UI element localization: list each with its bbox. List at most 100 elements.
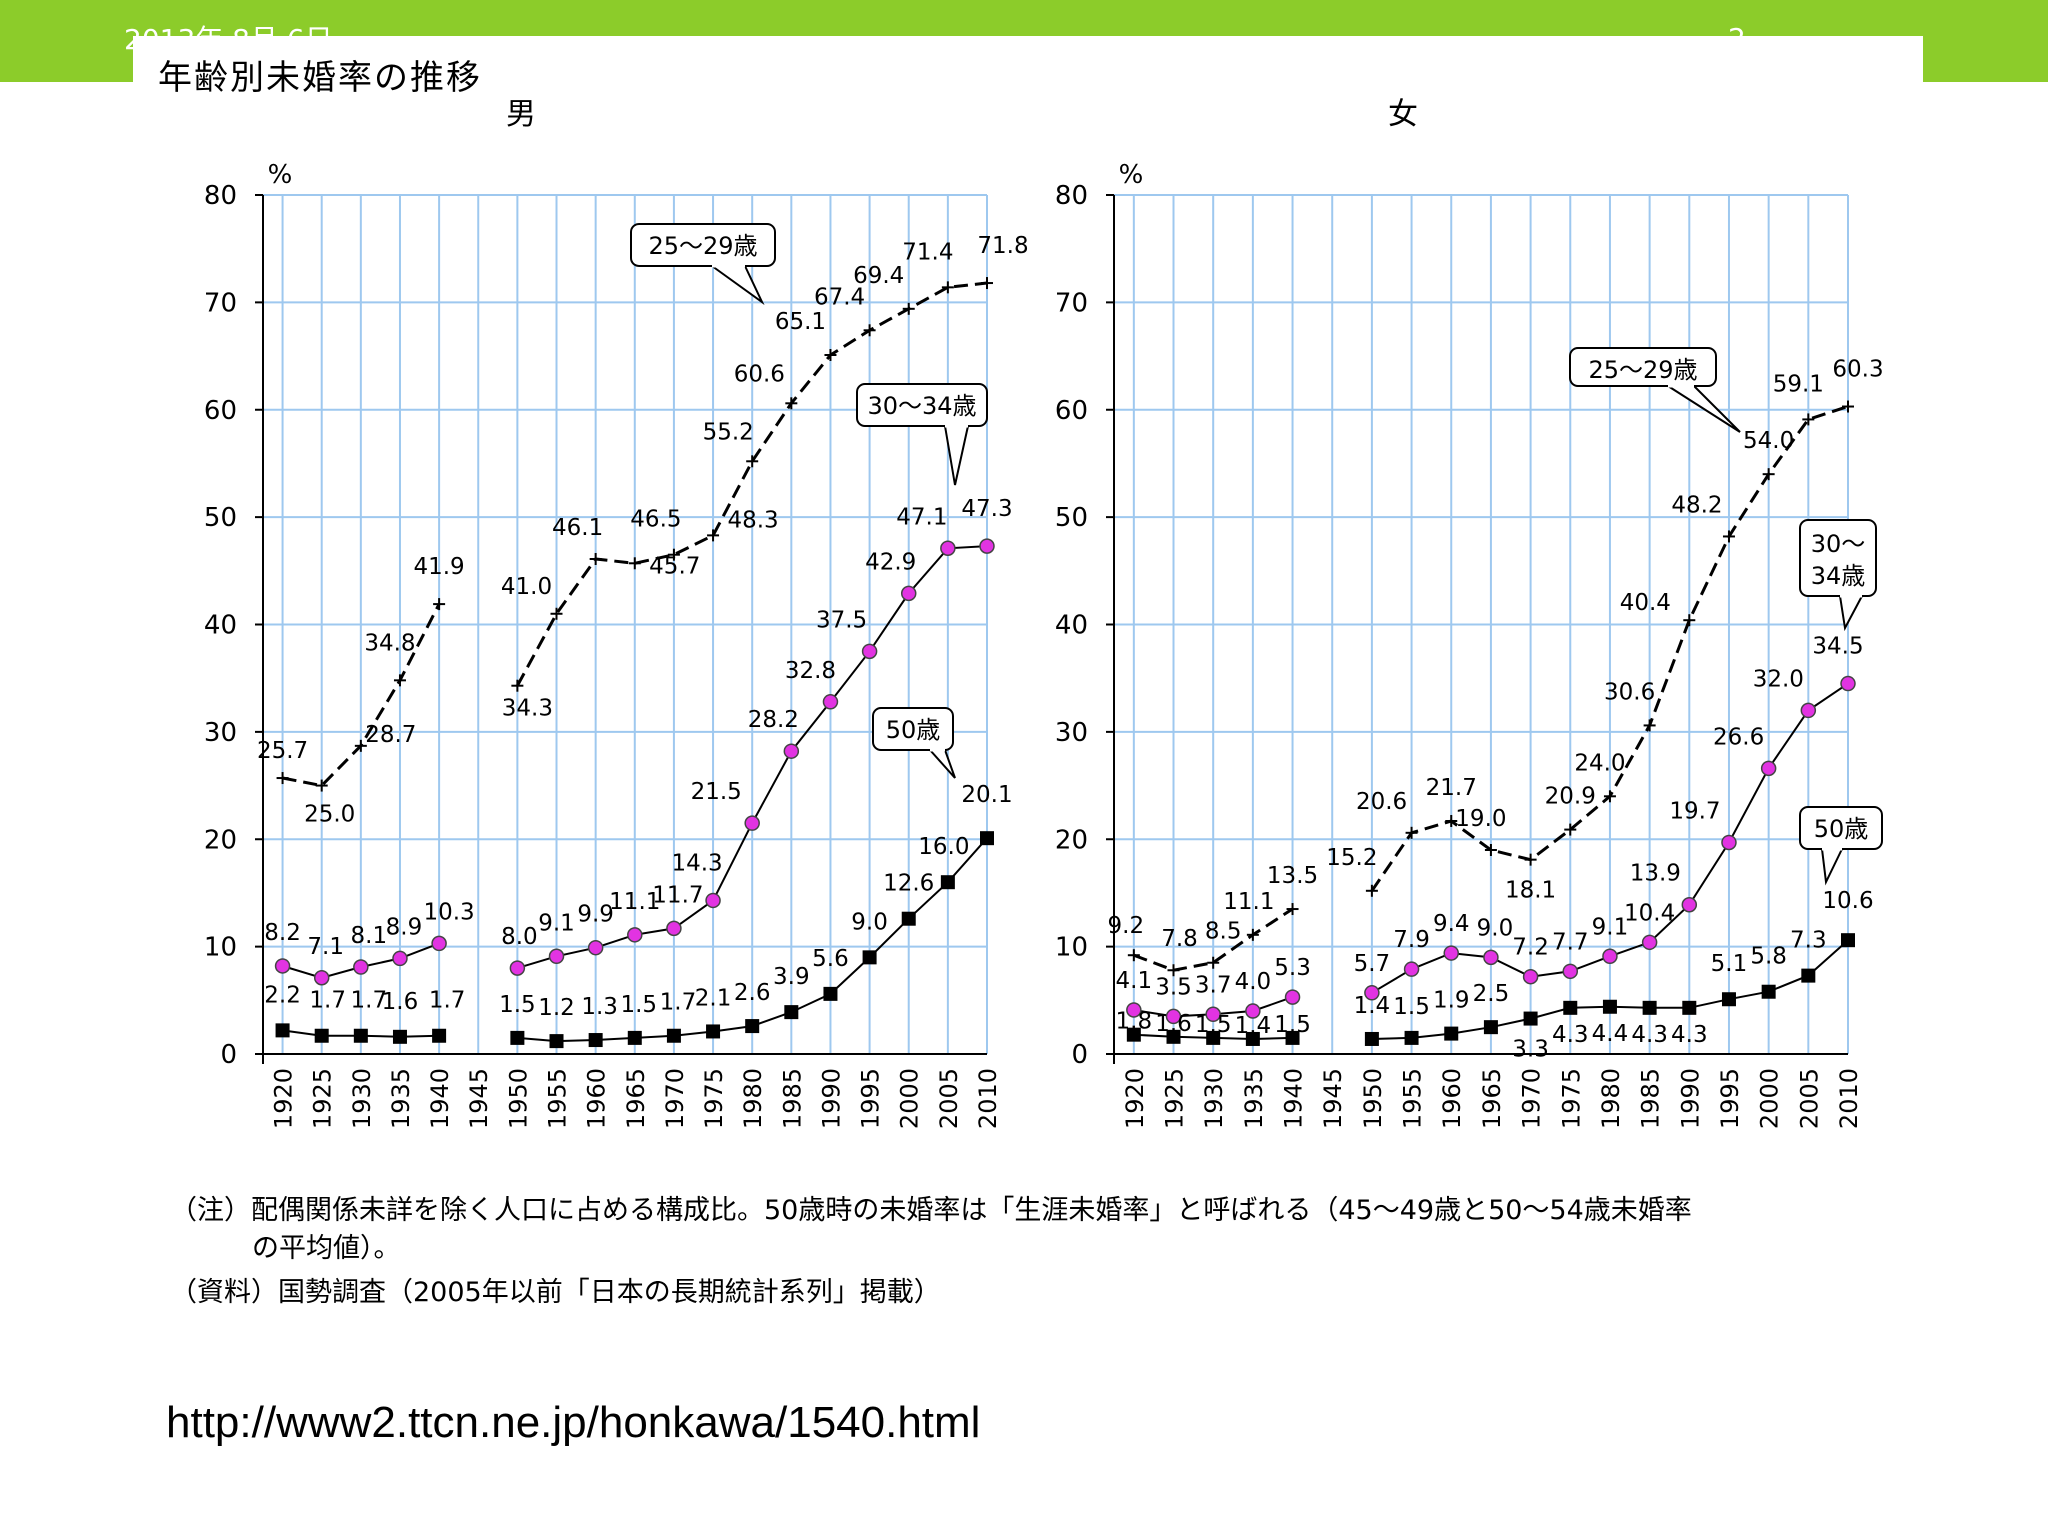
female-series-0-label-1960: 21.7 <box>1426 775 1477 801</box>
male-x-tick-1975: 1975 <box>700 1068 728 1129</box>
male-series-0-point-1920 <box>276 772 289 785</box>
male-series-0-point-2010 <box>981 277 993 290</box>
female-series-2-point-1940 <box>1285 1030 1300 1045</box>
female-series-1-point-1990 <box>1681 896 1698 913</box>
female-series-0-point-1965 <box>1484 843 1497 856</box>
female-series-0-label-2010: 60.3 <box>1832 357 1883 383</box>
male-series-1-label-1935: 8.9 <box>386 914 423 940</box>
male-series-2-label-2005: 16.0 <box>918 834 969 860</box>
female-series-0-label-1965: 19.0 <box>1455 806 1506 832</box>
female-series-1-point-1920 <box>1126 1002 1142 1018</box>
male-series-2-label-1925: 1.7 <box>309 988 346 1014</box>
female-x-tick-1945: 1945 <box>1319 1068 1347 1129</box>
male-series-0-label-1975: 48.3 <box>727 507 778 533</box>
male-x-tick-1940: 1940 <box>426 1068 454 1129</box>
female-legend-name-1-part-1: 30～ <box>1811 530 1866 558</box>
female-series-1-label-1975: 7.7 <box>1552 929 1589 955</box>
male-series-2-point-1925 <box>314 1028 329 1043</box>
male-series-1-point-1970 <box>666 920 682 937</box>
male-series-1-label-1975: 14.3 <box>671 850 722 876</box>
female-series-0-label-1980: 24.0 <box>1574 750 1625 776</box>
male-x-tick-1925: 1925 <box>309 1068 337 1129</box>
female-series-2-label-2010: 10.6 <box>1822 888 1873 914</box>
male-series-0-label-1955: 41.0 <box>501 574 552 600</box>
male-series-1-label-2005: 47.1 <box>896 504 947 530</box>
male-series-0-label-2005: 71.4 <box>902 239 953 265</box>
male-x-tick-1950: 1950 <box>504 1068 532 1129</box>
female-series-0-label-1940: 13.5 <box>1267 863 1318 889</box>
male-y-tick-10: 10 <box>204 933 237 963</box>
male-series-1-point-2010 <box>979 538 995 554</box>
male-series-0-label-1960: 46.1 <box>552 515 603 541</box>
male-series-1-point-1950 <box>509 960 526 976</box>
female-series-2-point-1960 <box>1444 1026 1459 1041</box>
female-series-0-label-1975: 20.9 <box>1545 784 1596 810</box>
female-x-tick-1970: 1970 <box>1518 1068 1546 1129</box>
female-legend-callout-2: 50歳 <box>1799 806 1883 886</box>
female-series-1-point-1985 <box>1641 934 1658 951</box>
male-x-tick-1920: 1920 <box>270 1068 298 1129</box>
female-y-tick-40: 40 <box>1055 611 1088 641</box>
male-x-tick-2005: 2005 <box>935 1068 963 1129</box>
source-note: （資料）国勢調査（2005年以前「日本の長期統計系列」掲載） <box>170 1277 941 1308</box>
female-series-1-point-1980 <box>1602 948 1618 965</box>
female-legend-name-1-part-2: 34歳 <box>1811 562 1866 590</box>
male-series-0-label-1995: 67.4 <box>814 284 865 310</box>
male-series-2-point-1990 <box>823 986 838 1001</box>
male-series-1-point-1920 <box>274 958 291 974</box>
female-series-2-label-1950: 1.4 <box>1354 993 1391 1019</box>
female-series-2-point-1985 <box>1642 1000 1657 1015</box>
female-series-2-point-2005 <box>1801 968 1816 983</box>
male-series-2-point-1965 <box>627 1030 642 1045</box>
female-series-2-point-1980 <box>1602 999 1617 1014</box>
male-series-1-point-1955 <box>548 948 565 965</box>
male-series-1-label-1990: 32.8 <box>785 658 836 684</box>
female-series-1-label-1930: 3.7 <box>1195 972 1232 998</box>
male-series-1-point-1995 <box>861 643 878 660</box>
female-series-0-point-2000 <box>1762 468 1775 481</box>
male-series-0-point-1965 <box>628 557 641 570</box>
male-series-2-point-1935 <box>392 1029 407 1044</box>
male-series-0-point-1955 <box>550 607 563 620</box>
female-x-tick-1990: 1990 <box>1676 1068 1704 1129</box>
female-series-0-point-1950 <box>1365 884 1378 897</box>
chart-canvas: 男% 0 10 20 30 40 50 60 70 80 1920 1925 1930 1935 1940 1… <box>204 97 1884 1129</box>
male-legend-callout-2: 50歳 <box>872 707 956 779</box>
female-series-1-label-1940: 5.3 <box>1274 955 1311 981</box>
female-series-1-point-1935 <box>1245 1003 1261 1019</box>
female-series-0-point-1930 <box>1207 956 1220 969</box>
male-series-0-point-1970 <box>667 548 680 561</box>
female-series-0-point-1935 <box>1246 928 1259 941</box>
male-series-2-label-1935: 1.6 <box>382 989 419 1015</box>
male-series-0-point-1940 <box>433 598 446 611</box>
female-series-2-label-1990: 4.3 <box>1671 1022 1708 1048</box>
male-y-tick-40: 40 <box>204 611 237 641</box>
female-series-0-label-1970: 18.1 <box>1505 878 1556 904</box>
male-series-0-label-1930: 28.7 <box>365 722 416 748</box>
male-series-2-label-1920: 2.2 <box>264 982 301 1008</box>
female-series-2-point-1925 <box>1166 1029 1181 1044</box>
female-series-0-point-1985 <box>1643 719 1656 732</box>
figure-panel <box>133 36 1923 1336</box>
male-series-2-label-1965: 1.5 <box>620 992 657 1018</box>
female-series-0-point-1995 <box>1722 530 1735 543</box>
female-x-tick-1995: 1995 <box>1716 1068 1744 1129</box>
female-series-2-label-1955: 1.5 <box>1393 994 1430 1020</box>
female-series-1-label-1980: 9.1 <box>1592 914 1629 940</box>
male-x-tick-1980: 1980 <box>739 1068 767 1129</box>
male-series-1-label-1995: 37.5 <box>816 607 867 633</box>
female-series-0-point-1955 <box>1405 826 1418 839</box>
female-series-1-point-2000 <box>1760 760 1777 777</box>
male-x-tick-1970: 1970 <box>661 1068 689 1129</box>
source-url[interactable]: http://www2.ttcn.ne.jp/honkawa/1540.html <box>166 1398 981 1447</box>
male-legend-name-1: 30～34歳 <box>867 392 976 420</box>
female-y-tick-50: 50 <box>1055 503 1088 533</box>
female-series-0-label-1985: 30.6 <box>1604 679 1655 705</box>
male-series-2-point-1995 <box>862 950 877 965</box>
male-series-2-label-2010: 20.1 <box>961 782 1012 808</box>
male-y-tick-30: 30 <box>204 718 237 748</box>
female-series-1-label-2010: 34.5 <box>1812 634 1863 660</box>
female-series-2-label-1995: 5.1 <box>1711 951 1748 977</box>
male-series-1-label-1940: 10.3 <box>423 899 474 925</box>
female-series-2-label-1980: 4.4 <box>1592 1021 1629 1047</box>
